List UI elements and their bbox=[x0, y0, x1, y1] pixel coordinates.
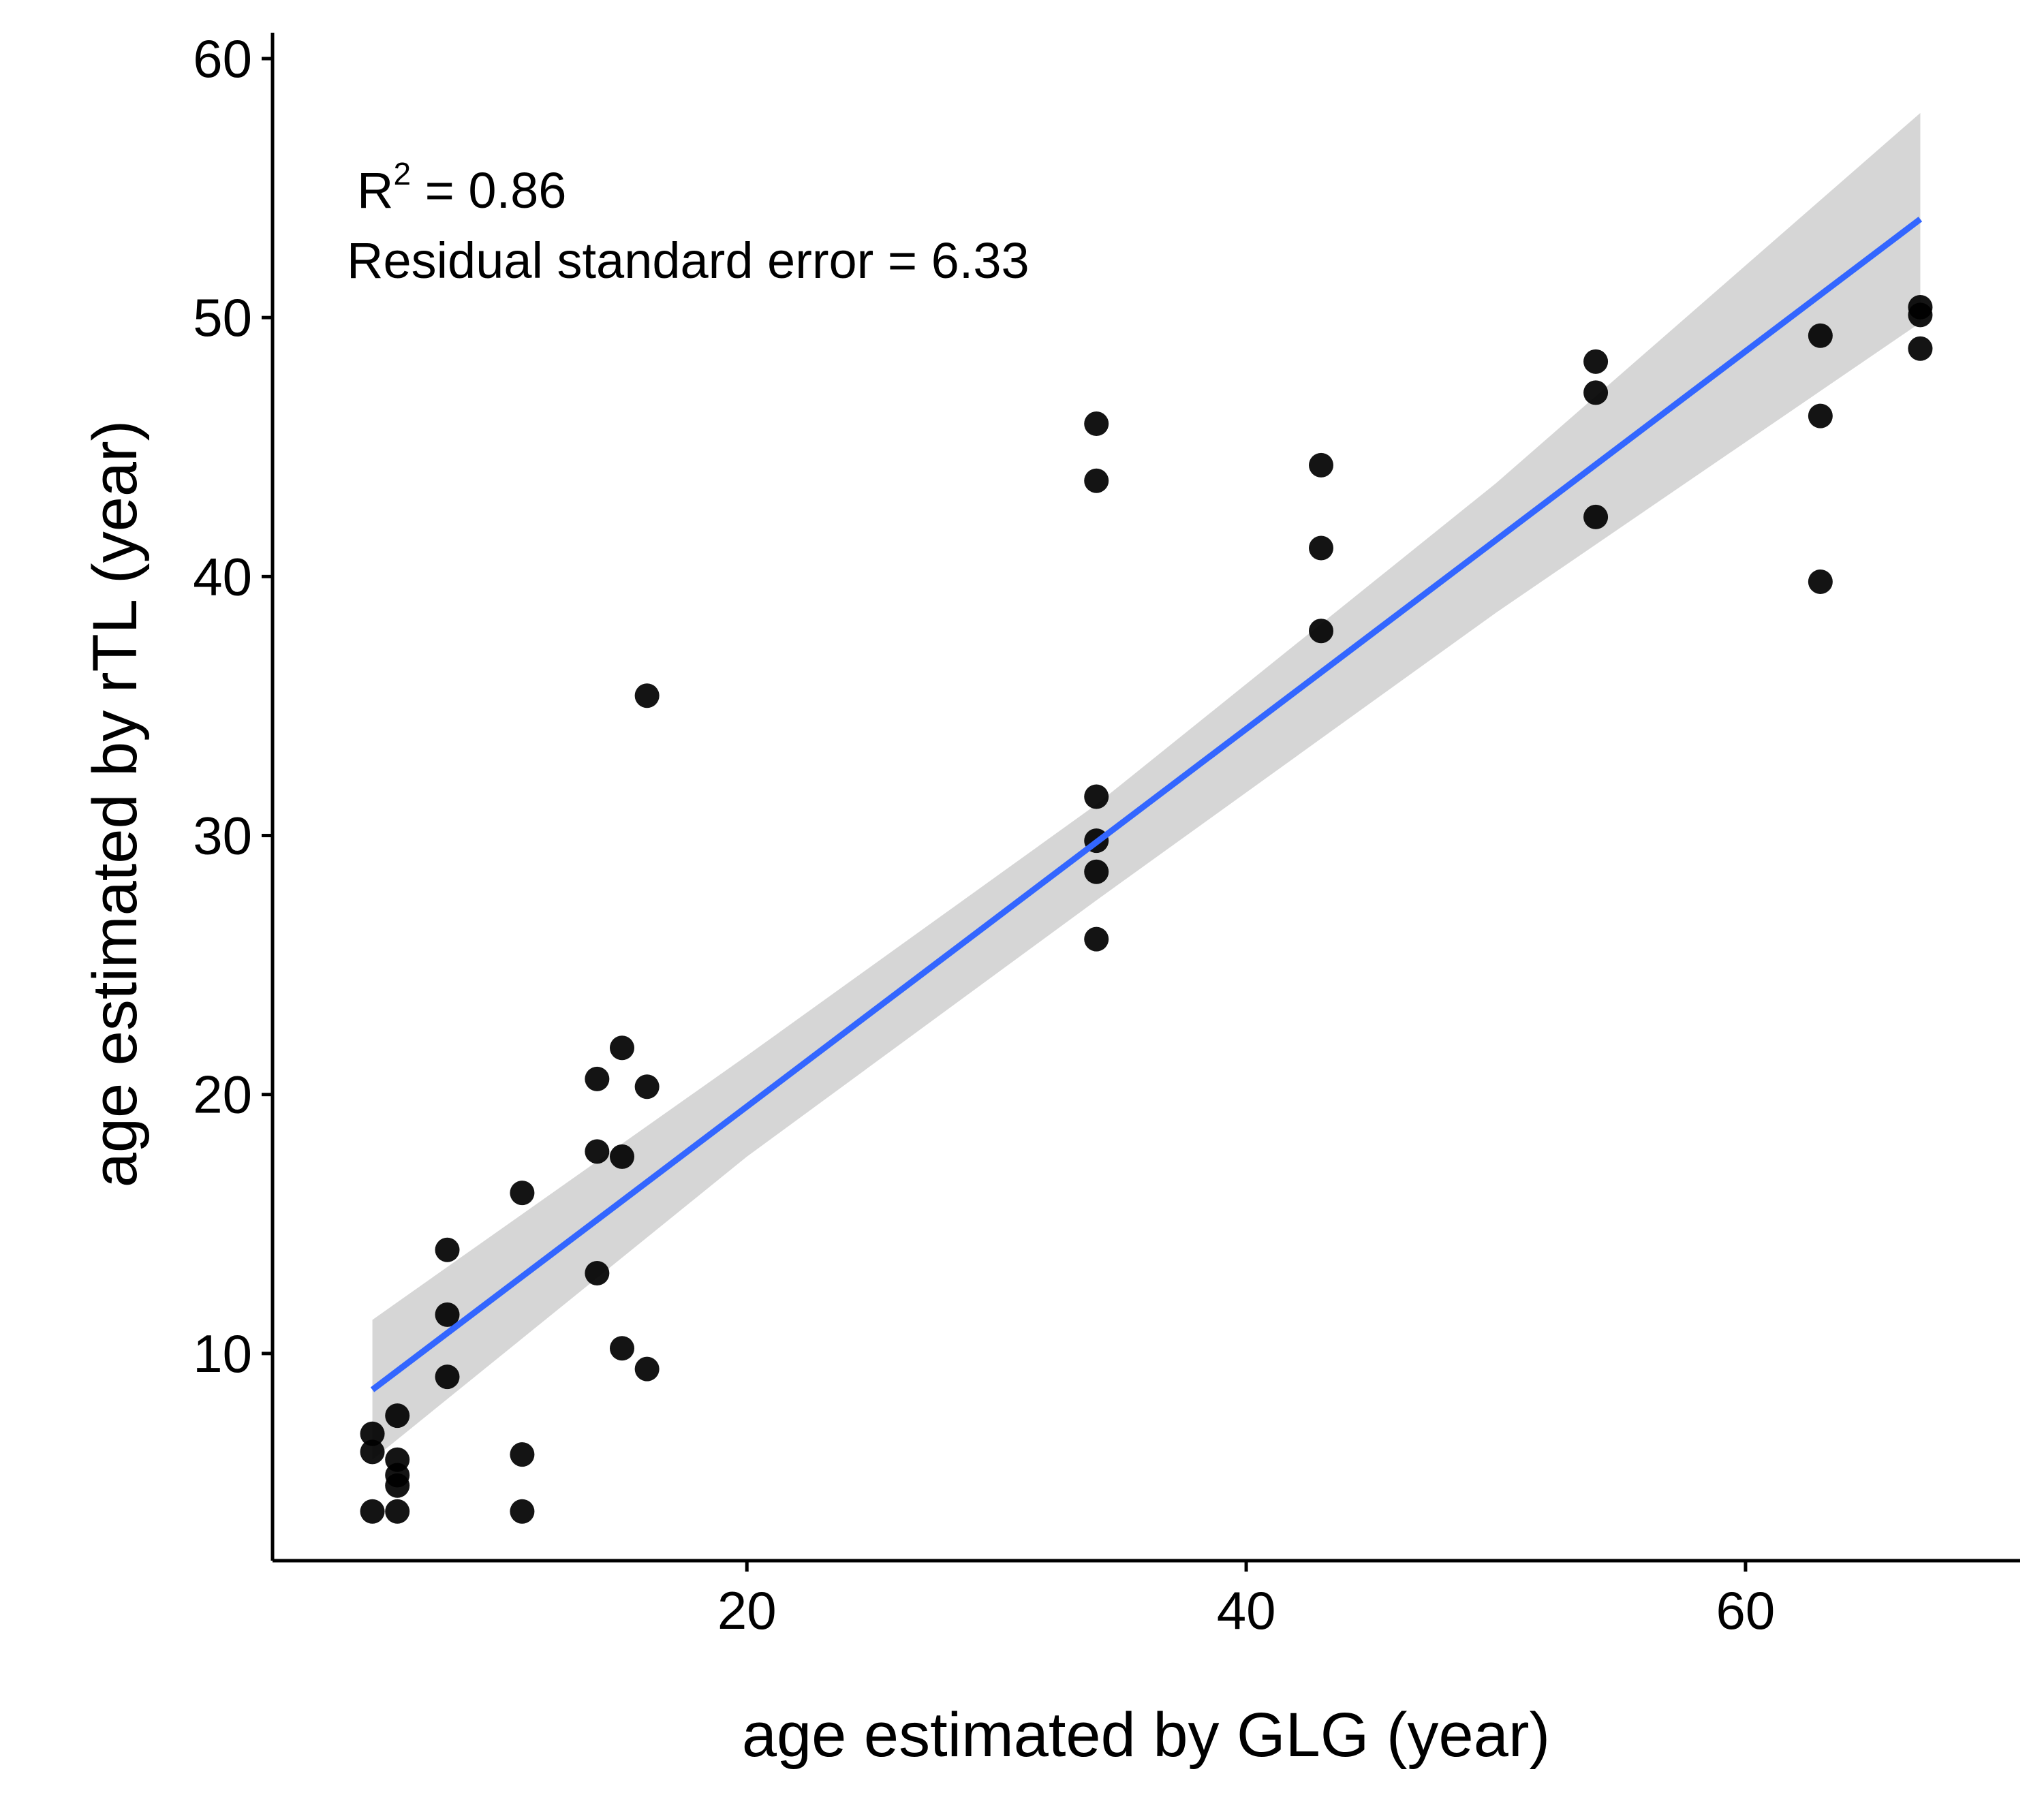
data-point-38 bbox=[1808, 569, 1833, 594]
data-point-1 bbox=[360, 1421, 385, 1446]
data-point-37 bbox=[1808, 403, 1833, 428]
data-point-19 bbox=[610, 1144, 634, 1169]
data-point-30 bbox=[1309, 452, 1333, 478]
data-point-34 bbox=[1583, 380, 1609, 405]
data-point-22 bbox=[634, 1074, 660, 1099]
data-point-36 bbox=[1808, 323, 1833, 348]
annotation-rse: Residual standard error = 6.33 bbox=[347, 232, 1029, 289]
data-point-7 bbox=[385, 1473, 410, 1498]
fit-line-layer bbox=[370, 217, 1923, 1392]
data-point-14 bbox=[510, 1499, 535, 1524]
data-point-17 bbox=[585, 1261, 610, 1286]
data-point-11 bbox=[435, 1364, 460, 1390]
data-point-31 bbox=[1309, 535, 1333, 561]
confidence-band bbox=[372, 112, 1921, 1460]
data-point-20 bbox=[610, 1336, 634, 1361]
data-point-9 bbox=[435, 1237, 460, 1262]
annotation-r2: R2 = 0.86 bbox=[357, 156, 566, 219]
y-axis-title: age estimated by rTL (year) bbox=[80, 420, 150, 1188]
data-point-3 bbox=[360, 1499, 385, 1524]
data-point-4 bbox=[385, 1403, 410, 1429]
data-point-16 bbox=[585, 1139, 610, 1164]
data-point-40 bbox=[1908, 302, 1933, 328]
data-point-35 bbox=[1583, 504, 1609, 529]
axes-layer bbox=[270, 33, 2020, 1563]
y-tick-label-60: 60 bbox=[193, 29, 252, 89]
data-point-10 bbox=[435, 1302, 460, 1327]
data-point-26 bbox=[1084, 784, 1109, 809]
data-point-13 bbox=[510, 1442, 535, 1467]
ticks-layer: 20 40 60 10 20 30 40 50 60 bbox=[193, 29, 1775, 1640]
data-point-12 bbox=[510, 1181, 535, 1206]
data-point-24 bbox=[1084, 411, 1109, 437]
y-tick-label-40: 40 bbox=[193, 546, 252, 606]
x-tick-label-40: 40 bbox=[1217, 1580, 1276, 1640]
confidence-band-layer bbox=[372, 112, 1921, 1460]
data-point-2 bbox=[360, 1439, 385, 1465]
data-point-29 bbox=[1084, 926, 1109, 952]
data-point-32 bbox=[1309, 619, 1333, 644]
data-point-28 bbox=[1084, 859, 1109, 884]
y-tick-label-30: 30 bbox=[193, 806, 252, 866]
data-point-33 bbox=[1583, 349, 1609, 374]
regression-line bbox=[370, 217, 1923, 1392]
x-tick-label-60: 60 bbox=[1716, 1580, 1776, 1640]
y-tick-label-20: 20 bbox=[193, 1065, 252, 1125]
data-point-23 bbox=[634, 1356, 660, 1382]
x-axis-title: age estimated by GLG (year) bbox=[742, 1700, 1550, 1770]
points-layer bbox=[360, 294, 1933, 1524]
data-point-25 bbox=[1084, 468, 1109, 493]
data-point-41 bbox=[1908, 336, 1933, 361]
y-tick-label-10: 10 bbox=[193, 1324, 252, 1384]
y-tick-label-50: 50 bbox=[193, 287, 252, 347]
data-point-8 bbox=[385, 1499, 410, 1524]
data-point-18 bbox=[610, 1035, 634, 1061]
x-tick-label-20: 20 bbox=[717, 1580, 777, 1640]
data-point-15 bbox=[585, 1066, 610, 1091]
data-point-21 bbox=[634, 683, 660, 708]
